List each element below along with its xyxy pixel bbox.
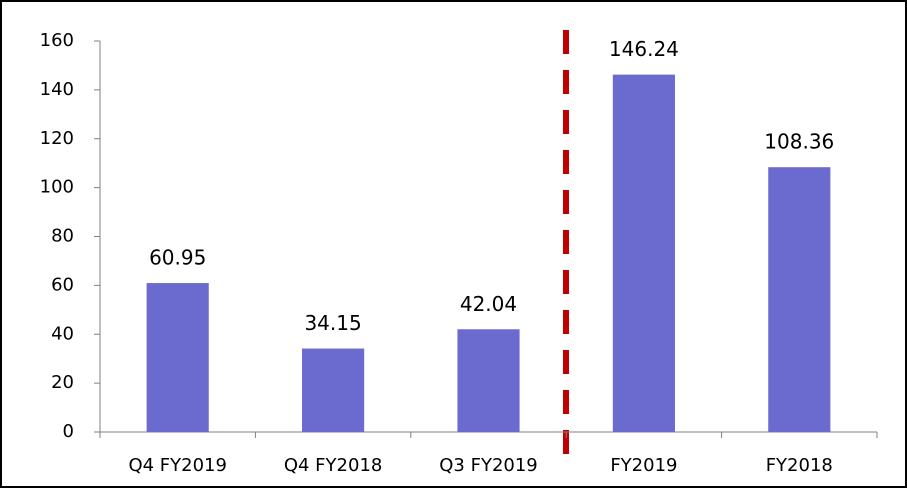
bar [768, 167, 831, 432]
data-label: 60.95 [149, 246, 206, 270]
y-tick-label: 160 [40, 30, 74, 51]
x-tick-label: Q3 FY2019 [439, 455, 538, 476]
y-tick-label: 40 [51, 323, 74, 344]
bar [612, 74, 675, 432]
x-tick-label: FY2018 [766, 455, 833, 476]
y-tick-label: 0 [63, 421, 74, 442]
y-tick-label: 140 [40, 79, 74, 100]
data-label: 34.15 [304, 311, 361, 335]
data-label: 146.24 [609, 37, 679, 61]
y-tick-label: 80 [51, 226, 74, 247]
data-label: 108.36 [764, 130, 834, 154]
bar [146, 283, 209, 432]
x-tick-label: Q4 FY2018 [284, 455, 383, 476]
x-tick-label: Q4 FY2019 [128, 455, 227, 476]
bar [302, 348, 365, 432]
x-tick-label: FY2019 [610, 455, 677, 476]
y-tick-label: 100 [40, 177, 74, 198]
y-tick-label: 120 [40, 128, 74, 149]
y-tick-label: 60 [51, 274, 74, 295]
y-tick-label: 20 [51, 372, 74, 393]
data-label: 42.04 [460, 292, 517, 316]
bar [457, 329, 520, 432]
